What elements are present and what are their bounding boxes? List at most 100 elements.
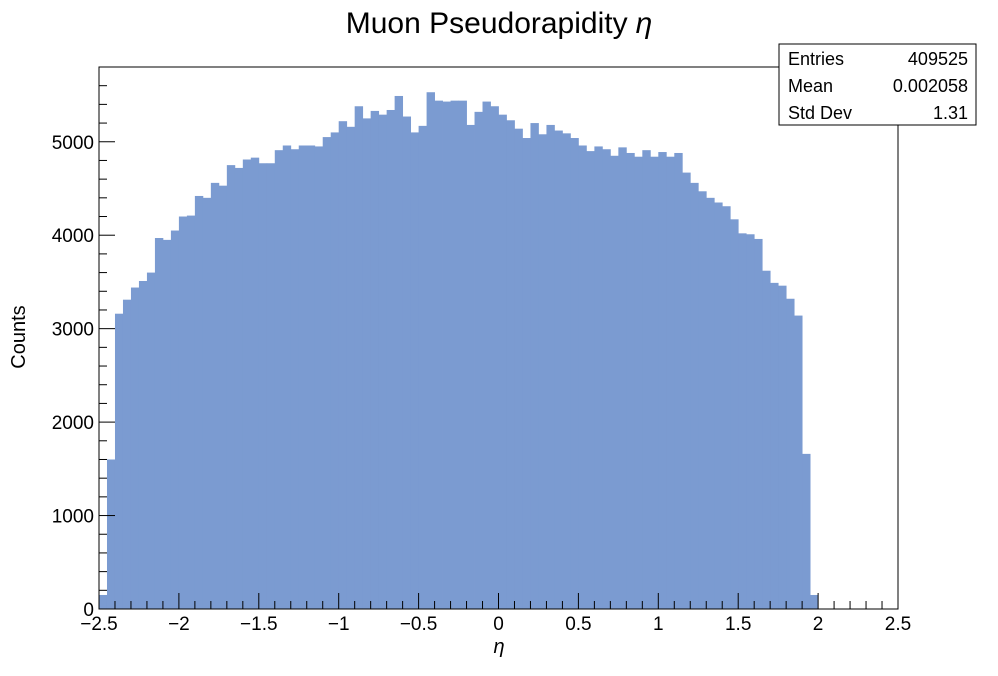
histogram-bar — [330, 132, 340, 609]
histogram-bar — [258, 163, 268, 610]
histogram-bar — [522, 138, 531, 609]
histogram-bar — [154, 238, 164, 609]
histogram-bar — [546, 124, 555, 609]
histogram-bar — [418, 125, 427, 610]
stats-mean-label: Mean — [788, 76, 833, 96]
histogram-bar — [674, 152, 683, 609]
histogram-bar — [202, 197, 212, 610]
histogram-bar — [186, 215, 196, 609]
histogram-bar — [346, 126, 356, 610]
histogram-bar — [450, 100, 459, 609]
histogram-bar — [466, 124, 475, 609]
histogram-bar — [722, 206, 731, 610]
histogram-bar — [778, 285, 787, 609]
histogram-bars — [99, 92, 819, 610]
histogram-bar — [682, 172, 691, 609]
histogram-bar — [802, 453, 811, 609]
histogram-bar — [562, 133, 571, 610]
histogram-bar — [434, 100, 443, 609]
histogram-bar — [210, 182, 220, 609]
histogram-bar — [114, 313, 124, 609]
x-tick-label: −0.5 — [400, 614, 438, 635]
histogram-bar — [482, 101, 491, 609]
histogram-bar — [370, 110, 380, 610]
histogram-bar — [146, 272, 156, 609]
histogram-bar — [666, 156, 675, 610]
x-tick-label: −2 — [168, 614, 190, 635]
histogram-bar — [586, 151, 595, 609]
stats-stddev-label: Std Dev — [788, 103, 852, 123]
histogram-bar — [242, 159, 252, 609]
histogram-bar — [338, 121, 348, 609]
y-tick-label: 0 — [83, 600, 94, 621]
y-tick-label: 3000 — [52, 320, 94, 341]
histogram-bar — [810, 594, 819, 609]
stats-entries-value: 409525 — [908, 49, 968, 69]
histogram-bar — [458, 100, 467, 609]
histogram-bar — [538, 134, 547, 609]
histogram-bar — [610, 155, 619, 609]
chart-title: Muon Pseudorapidity η — [346, 7, 653, 40]
stats-entries-label: Entries — [788, 49, 844, 69]
histogram-bar — [738, 233, 747, 609]
y-axis-ticks: 0 1000 2000 3000 4000 5000 — [52, 66, 115, 621]
histogram-bar — [706, 197, 715, 610]
histogram-bar — [314, 146, 324, 609]
histogram-bar — [170, 230, 180, 609]
histogram-bar — [298, 145, 308, 609]
histogram-bar — [690, 182, 699, 609]
histogram-bar — [730, 219, 739, 610]
histogram-bar — [578, 145, 587, 609]
histogram-bar — [274, 150, 284, 610]
x-axis-label: η — [493, 636, 504, 658]
histogram-bar — [194, 195, 204, 609]
y-axis-label: Counts — [8, 305, 30, 368]
x-tick-label: −2.5 — [80, 614, 118, 635]
x-tick-label: 0 — [493, 614, 504, 635]
x-tick-label: −1 — [328, 614, 350, 635]
x-tick-label: 1.5 — [725, 614, 751, 635]
histogram-bar — [754, 238, 763, 609]
x-axis-ticks: −2.5 −2 −1.5 −1 −0.5 0 0.5 1 1.5 2 2.5 — [80, 593, 911, 635]
stats-box-frame — [778, 43, 977, 126]
histogram-bar — [618, 147, 627, 609]
histogram-bar — [178, 216, 188, 609]
histogram-bar — [322, 137, 332, 609]
histogram-bar — [354, 106, 364, 609]
histogram-bar — [746, 234, 755, 610]
histogram-bar — [394, 95, 404, 609]
histogram-bar — [602, 149, 611, 609]
histogram-bar — [138, 280, 148, 609]
stats-stddev-value: 1.31 — [933, 103, 968, 123]
histogram-bar — [642, 150, 651, 610]
x-tick-label: 1 — [653, 614, 664, 635]
histogram-bar — [306, 145, 316, 609]
histogram-bar — [122, 299, 132, 609]
histogram-bar — [530, 123, 539, 609]
histogram-bar — [426, 92, 435, 610]
stats-box: Entries 409525 Mean 0.002058 Std Dev 1.3… — [778, 43, 977, 126]
histogram-bar — [514, 128, 523, 610]
histogram-bar — [218, 185, 228, 609]
x-tick-label: 2.5 — [885, 614, 911, 635]
histogram-bar — [106, 459, 116, 609]
histogram-bar — [658, 152, 667, 609]
histogram-bar — [650, 156, 659, 610]
x-tick-label: −1.5 — [240, 614, 278, 635]
histogram-bar — [474, 111, 483, 610]
histogram-bar — [410, 132, 419, 609]
y-tick-label: 1000 — [52, 507, 94, 528]
histogram-bar — [570, 138, 579, 609]
histogram-bar — [698, 191, 707, 610]
histogram-bar — [506, 120, 515, 610]
histogram-bar — [762, 270, 771, 609]
histogram-bar — [266, 163, 276, 610]
histogram-bar — [498, 114, 507, 609]
histogram-bar — [626, 152, 635, 609]
y-tick-label: 2000 — [52, 413, 94, 434]
chart-title-text: Muon Pseudorapidity — [346, 7, 628, 40]
histogram-bar — [362, 118, 372, 610]
histogram-bar — [402, 116, 412, 609]
histogram-bar — [250, 157, 260, 609]
